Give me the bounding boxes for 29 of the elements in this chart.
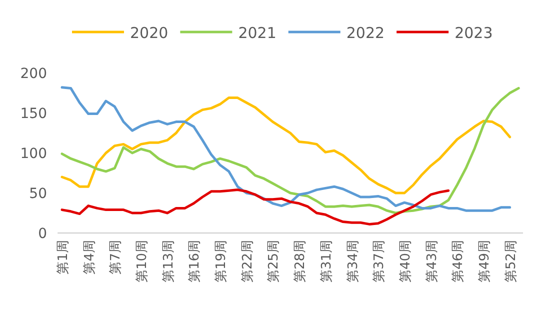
x-tick-label: 第1周	[56, 240, 71, 274]
x-tick-label: 第7周	[108, 240, 124, 274]
x-tick-label: 第52周	[504, 240, 519, 283]
x-tick-label: 第25周	[266, 240, 282, 283]
line-series	[60, 188, 450, 226]
x-tick-label: 第49周	[477, 240, 492, 283]
x-tick-label: 第34周	[346, 240, 361, 283]
x-tick-label: 第16周	[188, 240, 203, 283]
x-tick-label: 第28周	[293, 240, 308, 283]
line-series	[60, 96, 512, 194]
x-tick-label: 第31周	[319, 240, 334, 283]
x-tick-label: 第19周	[214, 240, 230, 283]
x-tick-label: 第46周	[451, 240, 466, 283]
y-tick-label: 50	[29, 186, 47, 202]
y-tick-label: 0	[38, 226, 47, 242]
y-tick-label: 200	[20, 66, 47, 82]
x-tick-label: 第10周	[135, 240, 150, 283]
x-tick-label: 第22周	[240, 240, 256, 283]
x-tick-label: 第43周	[424, 240, 440, 283]
legend-label: 2020	[130, 24, 168, 42]
y-tick-label: 100	[20, 146, 47, 162]
legend-label: 2022	[346, 24, 385, 42]
x-tick-label: 第40周	[398, 240, 414, 283]
x-tick-label: 第4周	[82, 240, 98, 274]
x-tick-label: 第37周	[372, 240, 388, 283]
y-tick-label: 150	[20, 106, 47, 122]
legend-label: 2021	[238, 24, 276, 42]
legend-label: 2023	[454, 24, 493, 42]
x-tick-label: 第13周	[161, 240, 176, 283]
